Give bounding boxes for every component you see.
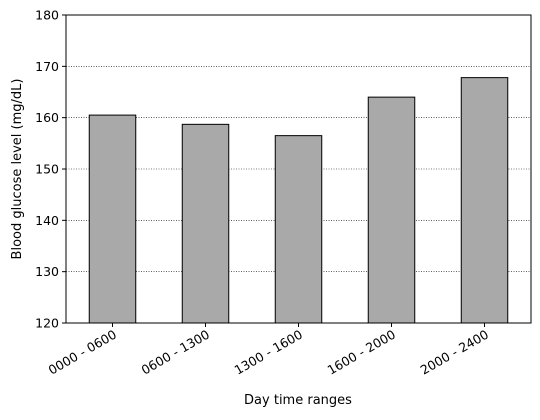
x-tick-label: 0600 - 1300 bbox=[139, 327, 212, 378]
bar bbox=[88, 114, 137, 324]
y-tick-label: 170 bbox=[35, 59, 59, 74]
y-tick-label: 120 bbox=[35, 316, 59, 331]
y-tick-label: 140 bbox=[35, 213, 59, 228]
y-axis: 120 130 140 150 160 170 180 bbox=[35, 8, 66, 331]
bar bbox=[460, 77, 509, 324]
y-axis-label: Blood glucose level (mg/dL) bbox=[10, 79, 25, 260]
bar bbox=[367, 96, 416, 324]
x-tick-label: 2000 - 2400 bbox=[418, 327, 491, 378]
x-tick-label: 1300 - 1600 bbox=[232, 327, 305, 378]
y-tick-label: 130 bbox=[35, 264, 59, 279]
bar bbox=[181, 123, 230, 324]
y-tick-label: 180 bbox=[35, 8, 59, 23]
bars bbox=[88, 77, 509, 324]
x-axis: 0000 - 0600 0600 - 1300 1300 - 1600 1600 - … bbox=[46, 323, 491, 378]
y-tick-label: 150 bbox=[35, 162, 59, 177]
y-tick-label: 160 bbox=[35, 110, 59, 125]
x-tick-label: 0000 - 0600 bbox=[46, 327, 119, 378]
x-tick-label: 1600 - 2000 bbox=[325, 327, 398, 378]
x-axis-label: Day time ranges bbox=[244, 393, 352, 408]
bar bbox=[274, 135, 323, 324]
